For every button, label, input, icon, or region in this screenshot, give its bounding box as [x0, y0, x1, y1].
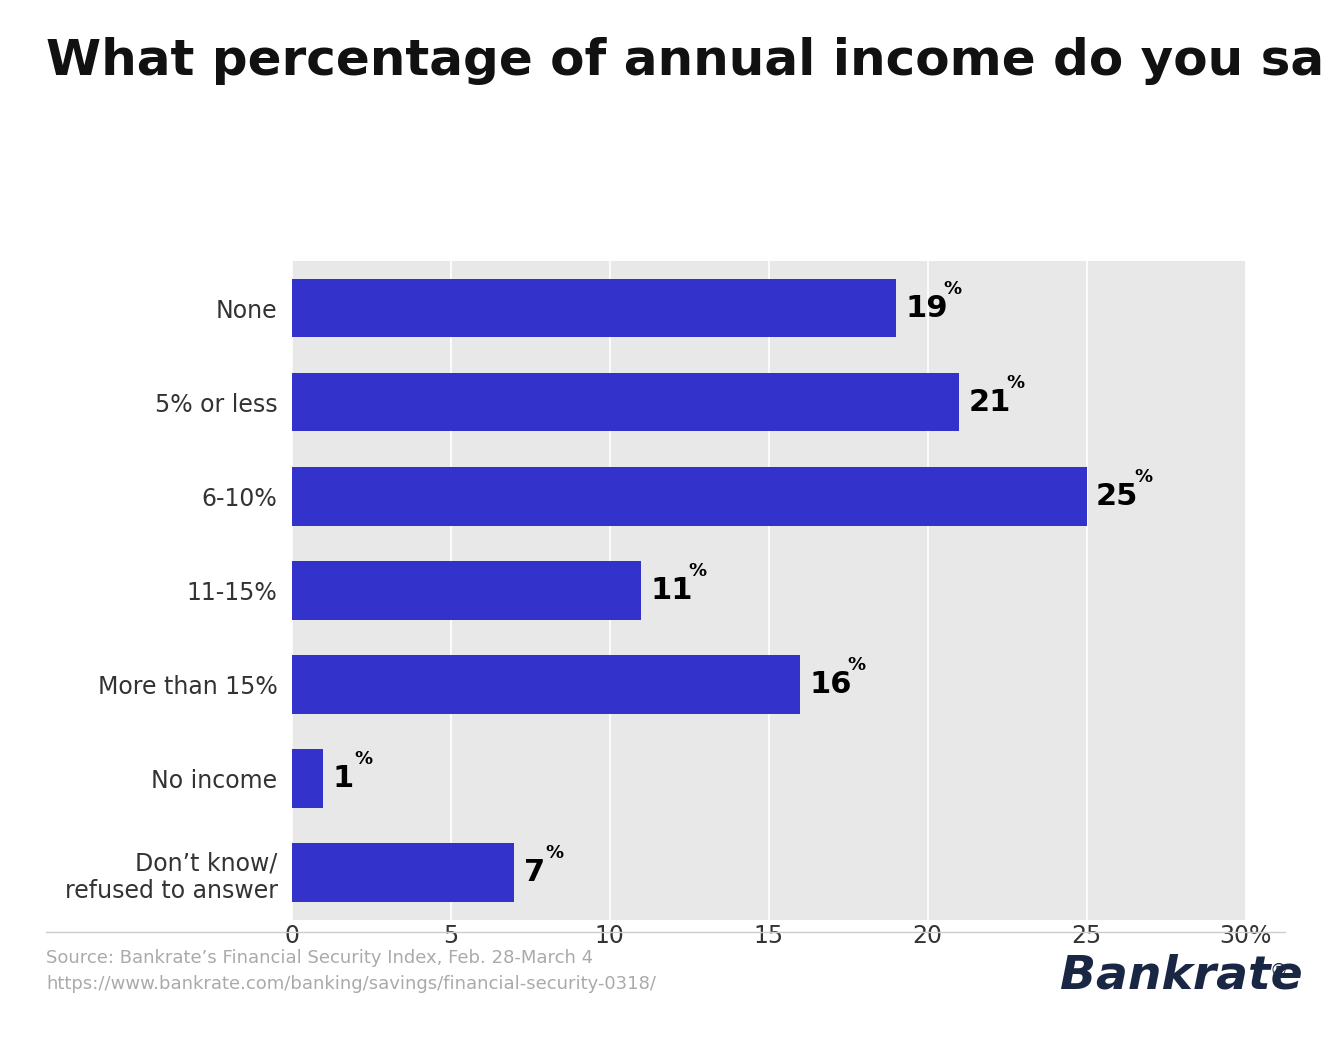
Bar: [292, 279, 896, 338]
Bar: [292, 749, 323, 808]
Text: 19: 19: [905, 294, 947, 323]
Text: %: %: [354, 749, 372, 768]
Text: 1: 1: [333, 764, 354, 793]
Bar: [292, 467, 1086, 526]
Text: 11: 11: [651, 576, 693, 605]
Text: %: %: [848, 655, 865, 674]
Text: Source: Bankrate’s Financial Security Index, Feb. 28-March 4
https://www.bankrat: Source: Bankrate’s Financial Security In…: [46, 949, 656, 993]
Text: %: %: [1134, 467, 1151, 486]
Text: %: %: [689, 561, 706, 580]
Bar: [292, 843, 514, 902]
Text: What percentage of annual income do you save?: What percentage of annual income do you …: [46, 37, 1325, 85]
Text: %: %: [1007, 373, 1024, 392]
Bar: [292, 561, 641, 620]
Text: 16: 16: [810, 670, 852, 699]
Bar: [292, 373, 959, 432]
Text: %: %: [943, 279, 961, 298]
Text: %: %: [545, 843, 563, 862]
Text: 21: 21: [969, 388, 1011, 417]
Text: ®: ®: [1269, 961, 1288, 980]
Text: Bankrate: Bankrate: [1060, 953, 1302, 999]
Text: 7: 7: [523, 858, 545, 887]
Bar: [292, 655, 800, 714]
Text: 25: 25: [1096, 482, 1138, 511]
